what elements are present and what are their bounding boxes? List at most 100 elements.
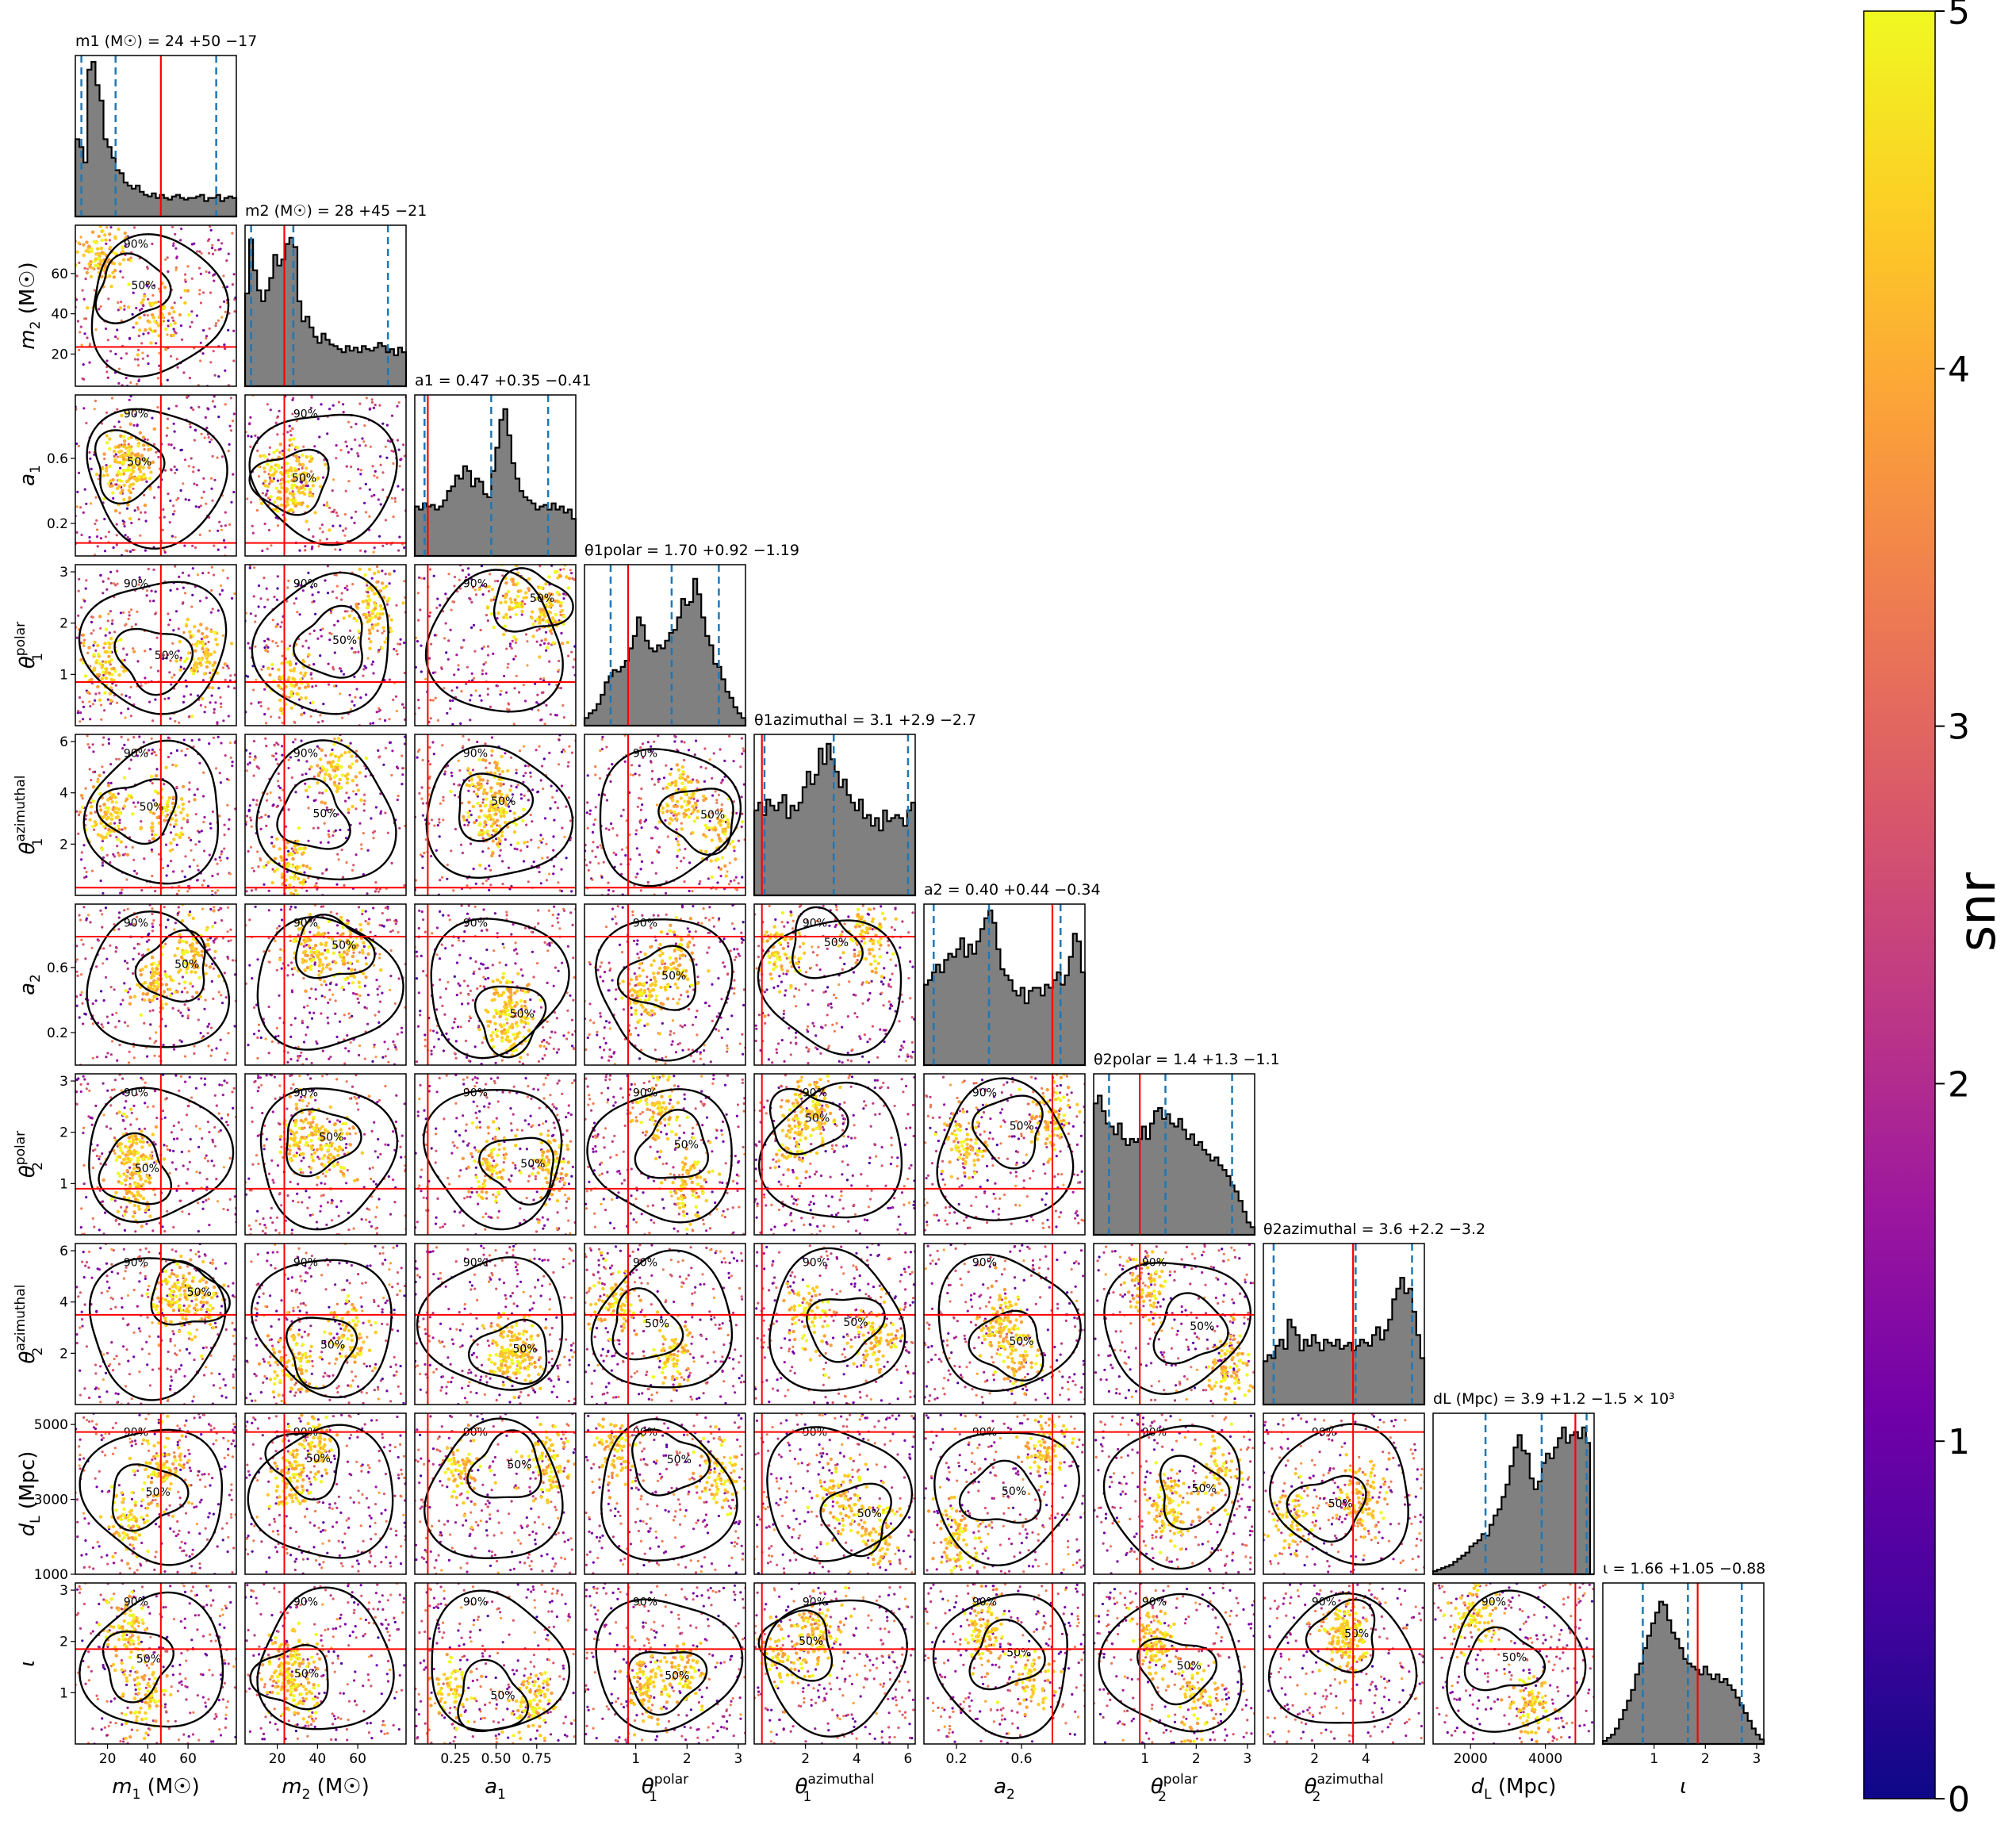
contour-label-50: 50% [1002,1485,1026,1498]
contour-50 [616,945,697,1011]
contour-50 [1159,1454,1231,1531]
contour-label-50: 50% [131,279,155,292]
contour-50 [94,252,172,324]
scatter-points: 90%50% [415,1583,576,1744]
contour-label-50: 50% [320,1340,345,1352]
histogram-title: θ2polar = 1.4 +1.3 −1.1 [1094,1051,1280,1068]
contour-90 [90,233,230,378]
contour-label-50: 50% [136,1653,161,1665]
x-tick-label: 3 [1244,1751,1252,1767]
x-tick-label: 6 [904,1751,913,1767]
panel-frame [244,1243,407,1405]
scatter-points: 90%50% [415,1413,576,1574]
scatter-points: 90% 50% [584,734,745,895]
contour-90 [79,1428,224,1566]
panel-frame [75,903,237,1066]
contour-label-50: 50% [319,1131,343,1144]
contour-50 [972,1094,1044,1170]
scatter-points: 90%50% [1263,1583,1424,1744]
scatter-panel-m1-vs-iota: 90% 50% 20 40 60 m1 (M☉) 1 2 3 ι [16,1582,237,1803]
x-tick-label: 0.2 [945,1751,967,1767]
contour-90 [79,1591,224,1728]
scatter-panel-a2-vs-t2p: 90% 50% [923,1073,1086,1236]
contour-label-50: 50% [661,970,686,983]
scatter-points: 90%50% [1094,1413,1255,1574]
x-axis-label-t1a: θazimuthal 1 [795,1772,875,1805]
y-tick-label: 3 [59,565,68,581]
contour-50 [634,1109,709,1179]
scatter-panel-t1p-vs-a2: 90% 50% [584,903,746,1066]
panel-frame [584,903,746,1066]
contour-label-90: 90% [463,577,488,590]
contour-50 [1136,1638,1218,1706]
contour-50 [1305,1598,1376,1674]
scatter-points: 90%50% [584,1413,745,1574]
panel-frame [923,1582,1086,1745]
contour-90 [1103,1262,1251,1395]
contour-90 [416,1256,564,1391]
scatter-points: 90%50% [415,1244,576,1405]
y-tick-label: 3 [59,1583,68,1599]
contour-90 [766,1426,914,1562]
contour-label-90: 90% [972,1087,997,1099]
histogram-bars [1092,1094,1256,1236]
panel-frame [584,1582,746,1745]
histogram-bars [1432,1426,1594,1576]
x-tick-label: 1 [1650,1751,1658,1767]
x-axis-label-t2a: θazimuthal 2 [1305,1772,1384,1805]
panel-frame [75,224,237,387]
scatter-panel-m1-vs-t1a: 90% 50% 2 4 6 θazimuthal1 [13,734,237,896]
y-tick-label: 3 [59,1074,68,1090]
contour-label-50: 50% [332,634,357,647]
panel-frame [584,1412,746,1575]
scatter-panel-t1a-vs-t2a: 90% 50% [753,1243,916,1405]
scatter-points: 90%50% [245,1074,406,1235]
contour-label-50: 50% [1190,1320,1214,1333]
contour-label-50: 50% [1344,1627,1369,1640]
contour-label-90: 90% [972,1256,997,1269]
scatter-points: 90%50% [75,734,236,895]
x-tick-label: 0.25 [440,1751,470,1767]
colorbar-tick-label: 0 [1948,1780,1970,1820]
scatter-panel-a2-vs-iota: 90%50% 0.2 0.6 a2 [923,1582,1086,1803]
contour-90 [86,408,228,550]
panel-frame [753,1243,916,1405]
contour-label-90: 90% [293,1596,318,1608]
contour-label-90: 90% [293,747,318,760]
x-tick-label: 2000 [1454,1751,1488,1767]
contour-label-90: 90% [124,917,148,929]
contour-label-90: 90% [633,747,657,760]
histogram-panel-t2p: θ2polar = 1.4 +1.3 −1.1 [1092,1051,1280,1236]
scatter-points: 90%50% [584,904,745,1065]
x-tick-label: 0.50 [481,1751,512,1767]
y-tick-label: 40 [51,307,68,323]
x-axis-label-a1: a1 [485,1775,506,1803]
scatter-panel-t2a-vs-dL: 90%50% [1263,1412,1425,1575]
panel-frame [1263,1412,1425,1575]
histogram-panel-dL: dL (Mpc) = 3.9 +1.2 −1.5 × 10³ [1432,1390,1675,1576]
contour-50 [1286,1474,1367,1543]
contour-label-50: 50% [294,1668,319,1681]
panel-frame [923,1243,1086,1405]
contour-50 [791,906,864,979]
histogram-bars [1601,1600,1765,1746]
contour-label-50: 50% [146,1486,171,1499]
x-tick-label: 1 [1140,1751,1149,1767]
y-axis-label-t1p: θpolar1 [13,622,46,669]
panel-frame [75,1073,237,1236]
contour-90 [932,1593,1068,1739]
contour-label-90: 90% [633,1256,657,1269]
contour-label-50: 50% [135,1163,159,1175]
contour-50 [819,1482,892,1558]
contour-label-50: 50% [1502,1652,1527,1665]
scatter-points: 90%50% [584,1244,745,1405]
histogram-title: θ1azimuthal = 3.1 +2.9 −2.7 [754,711,976,729]
contour-label-50: 50% [1009,1336,1033,1348]
contour-label-50: 50% [292,472,316,485]
contour-50 [248,448,330,516]
contour-label-50: 50% [174,959,199,972]
scatter-panel-t1a-vs-a2: 90% 50% [753,903,916,1066]
x-tick-label: 2 [1310,1751,1319,1767]
contour-label-50: 50% [700,809,725,822]
contour-90 [933,1431,1080,1566]
